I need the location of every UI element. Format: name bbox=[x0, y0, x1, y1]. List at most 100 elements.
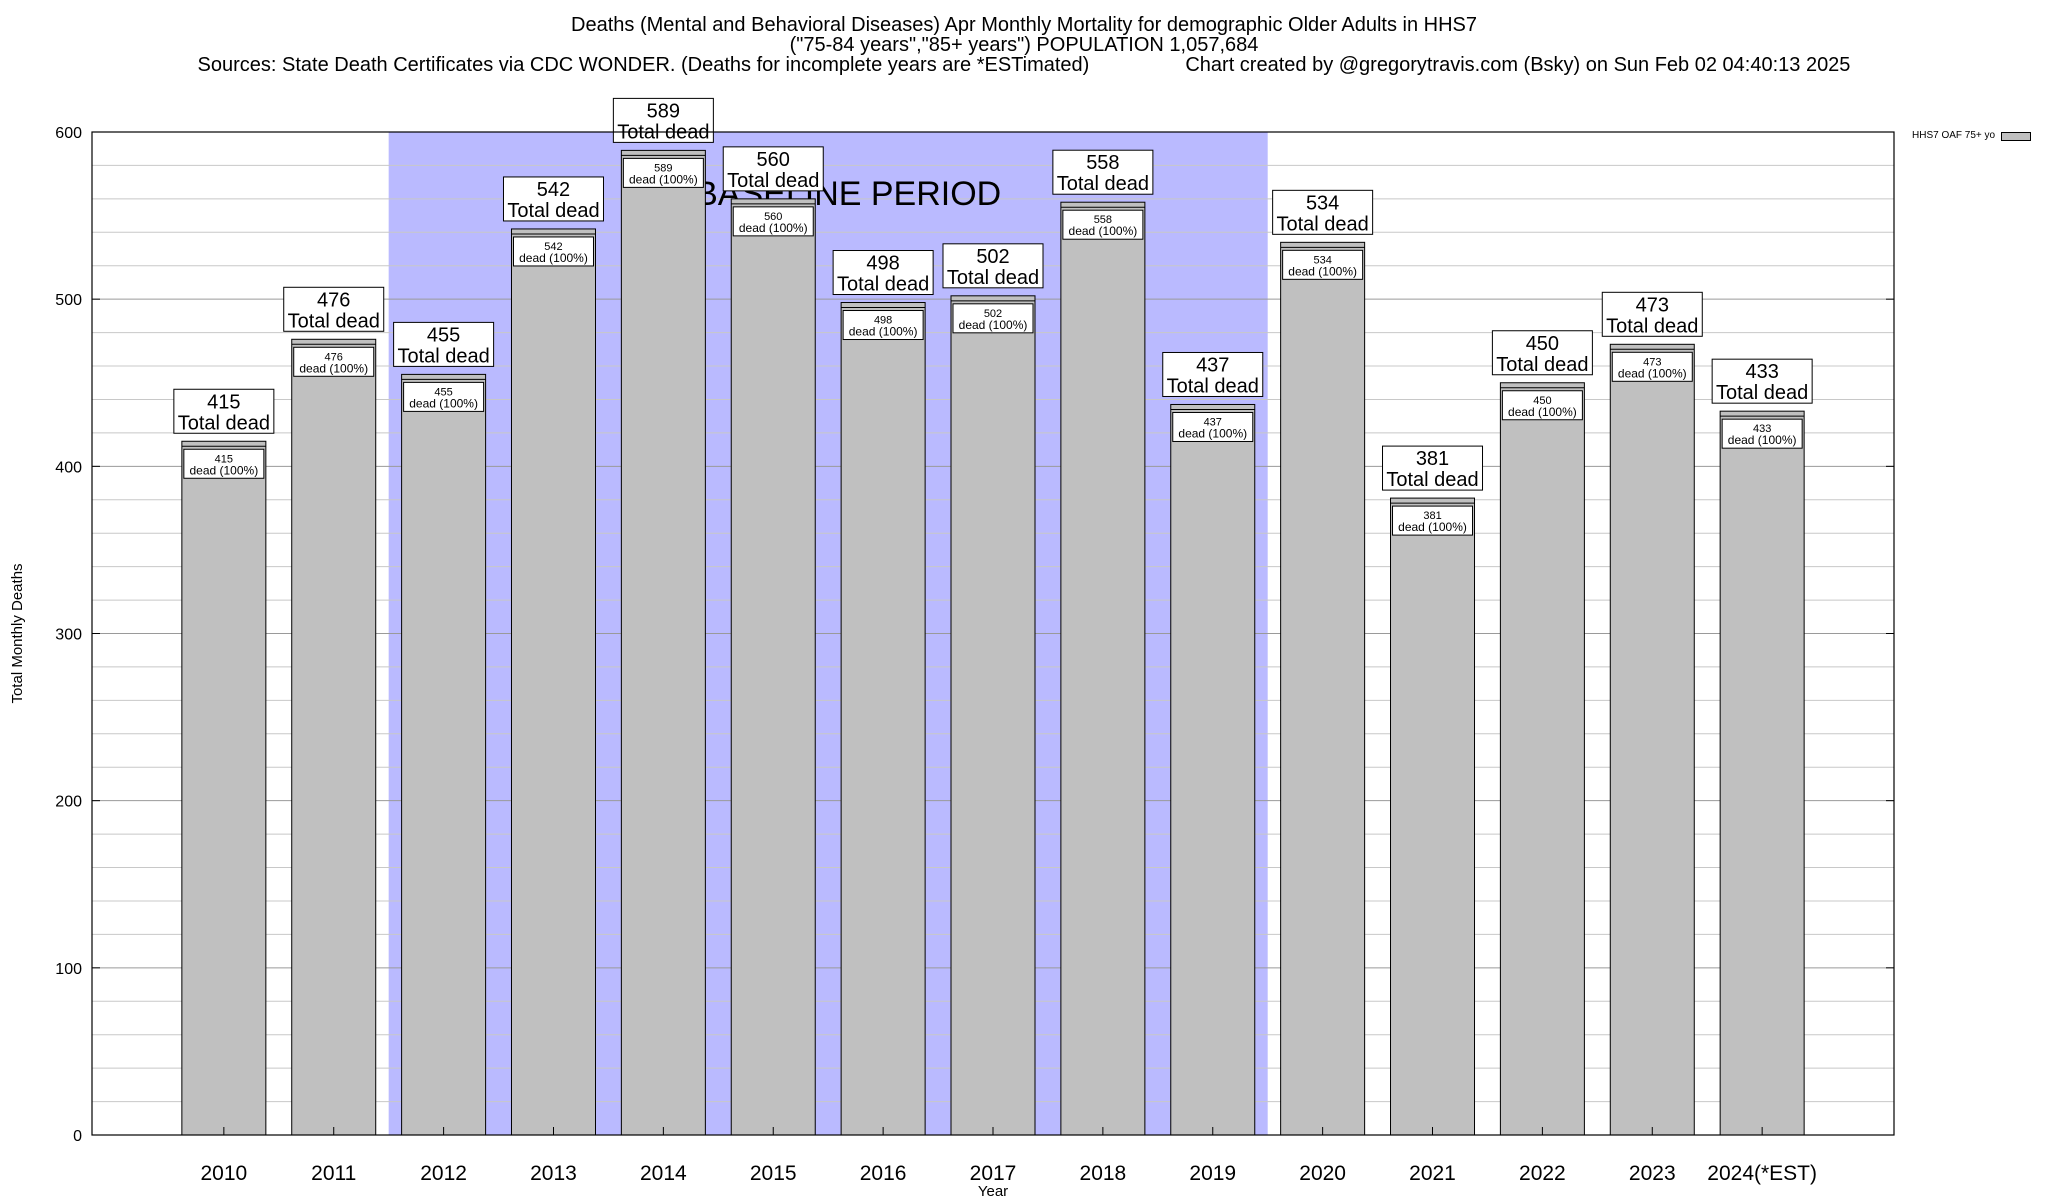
inner-percent-label: dead (100%) bbox=[1288, 264, 1357, 278]
legend-label: HHS7 OAF 75+ yo bbox=[1912, 130, 1996, 141]
inner-percent-label: dead (100%) bbox=[959, 318, 1028, 332]
x-tick-label: 2011 bbox=[311, 1162, 356, 1185]
y-tick-label: 400 bbox=[55, 459, 82, 476]
inner-label-box bbox=[1611, 351, 1693, 382]
chart-sources-line: Sources: State Death Certificates via CD… bbox=[0, 54, 2048, 76]
inner-value-label: 560 bbox=[764, 211, 782, 223]
inner-label-box bbox=[1501, 390, 1583, 421]
total-dead-label: Total dead bbox=[1606, 315, 1698, 337]
inner-label-box bbox=[183, 448, 265, 479]
x-tick-label: 2015 bbox=[750, 1162, 797, 1185]
total-value-label: 589 bbox=[647, 100, 680, 122]
x-tick-label: 2012 bbox=[420, 1162, 467, 1185]
inner-percent-label: dead (100%) bbox=[1618, 366, 1687, 380]
inner-value-label: 437 bbox=[1204, 416, 1222, 428]
inner-percent-label: dead (100%) bbox=[1069, 224, 1138, 238]
inner-value-label: 450 bbox=[1533, 395, 1551, 407]
chart-credit: Chart created by @gregorytravis.com (Bsk… bbox=[1185, 54, 1851, 76]
inner-percent-label: dead (100%) bbox=[1728, 433, 1797, 447]
bar bbox=[730, 198, 816, 1136]
total-dead-label: Total dead bbox=[397, 345, 489, 367]
legend: HHS7 OAF 75+ yo bbox=[1912, 130, 2032, 142]
bar bbox=[840, 302, 926, 1136]
bar bbox=[181, 440, 267, 1136]
inner-label-box bbox=[512, 236, 594, 267]
total-value-label: 542 bbox=[537, 179, 570, 201]
inner-value-label: 381 bbox=[1423, 510, 1441, 522]
inner-value-label: 558 bbox=[1094, 214, 1112, 226]
inner-label-box bbox=[1172, 411, 1254, 442]
y-tick-label: 100 bbox=[55, 961, 82, 978]
total-value-label: 534 bbox=[1306, 192, 1339, 214]
total-label-box bbox=[502, 176, 604, 222]
y-tick-label: 300 bbox=[55, 627, 82, 644]
inner-value-label: 542 bbox=[544, 241, 562, 253]
inner-value-label: 455 bbox=[434, 386, 452, 398]
total-dead-label: Total dead bbox=[1386, 469, 1478, 491]
total-label-box bbox=[1711, 358, 1813, 404]
y-axis-label: Total Monthly Deaths bbox=[9, 563, 26, 703]
total-value-label: 381 bbox=[1416, 448, 1449, 470]
x-tick-label: 2013 bbox=[530, 1162, 577, 1185]
x-tick-label: 2019 bbox=[1189, 1162, 1236, 1185]
bar bbox=[1609, 343, 1695, 1136]
inner-percent-label: dead (100%) bbox=[189, 463, 258, 477]
bar bbox=[1170, 403, 1256, 1136]
chart-sources: Sources: State Death Certificates via CD… bbox=[197, 54, 1090, 76]
x-tick-label: 2021 bbox=[1409, 1162, 1456, 1185]
total-label-box bbox=[942, 243, 1044, 289]
inner-percent-label: dead (100%) bbox=[1178, 426, 1247, 440]
bar bbox=[1499, 382, 1585, 1136]
inner-label-box bbox=[952, 303, 1034, 334]
inner-label-box bbox=[293, 346, 375, 377]
inner-label-box bbox=[1062, 209, 1144, 240]
total-value-label: 455 bbox=[427, 324, 460, 346]
x-tick-label: 2018 bbox=[1080, 1162, 1127, 1185]
inner-value-label: 589 bbox=[654, 162, 672, 174]
total-label-box bbox=[283, 286, 385, 332]
inner-value-label: 534 bbox=[1313, 254, 1331, 266]
x-tick-label: 2020 bbox=[1299, 1162, 1346, 1185]
bar bbox=[620, 149, 706, 1136]
total-label-box bbox=[393, 321, 495, 367]
total-value-label: 558 bbox=[1086, 152, 1119, 174]
inner-percent-label: dead (100%) bbox=[739, 221, 808, 235]
total-label-box bbox=[612, 97, 714, 143]
inner-value-label: 498 bbox=[874, 315, 892, 327]
x-tick-label: 2022 bbox=[1519, 1162, 1566, 1185]
inner-percent-label: dead (100%) bbox=[1398, 520, 1467, 534]
total-label-box bbox=[1382, 445, 1484, 491]
total-dead-label: Total dead bbox=[1496, 354, 1588, 376]
total-label-box bbox=[1162, 351, 1264, 397]
total-value-label: 502 bbox=[976, 246, 1009, 268]
inner-label-box bbox=[403, 381, 485, 412]
inner-label-box bbox=[1721, 418, 1803, 449]
bar bbox=[1719, 410, 1805, 1136]
inner-label-box bbox=[622, 157, 704, 188]
total-value-label: 433 bbox=[1745, 361, 1778, 383]
total-value-label: 560 bbox=[757, 149, 790, 171]
inner-label-box bbox=[732, 206, 814, 237]
total-label-box bbox=[173, 388, 275, 434]
total-label-box bbox=[832, 250, 934, 296]
inner-value-label: 415 bbox=[215, 453, 233, 465]
total-value-label: 476 bbox=[317, 289, 350, 311]
inner-percent-label: dead (100%) bbox=[629, 172, 698, 186]
bar bbox=[510, 228, 596, 1136]
bar bbox=[1390, 497, 1476, 1136]
total-value-label: 450 bbox=[1526, 333, 1559, 355]
total-dead-label: Total dead bbox=[288, 310, 380, 332]
inner-percent-label: dead (100%) bbox=[409, 396, 478, 410]
x-axis-label: Year bbox=[978, 1183, 1008, 1200]
total-value-label: 415 bbox=[207, 391, 240, 413]
y-tick-label: 500 bbox=[55, 292, 82, 309]
total-value-label: 437 bbox=[1196, 354, 1229, 376]
legend-swatch bbox=[2001, 131, 2032, 141]
total-label-box bbox=[1272, 189, 1374, 235]
total-dead-label: Total dead bbox=[837, 274, 929, 296]
bar bbox=[1060, 201, 1146, 1136]
inner-label-box bbox=[1282, 249, 1364, 280]
x-tick-label: 2016 bbox=[860, 1162, 907, 1185]
total-dead-label: Total dead bbox=[727, 170, 819, 192]
total-dead-label: Total dead bbox=[1276, 213, 1368, 235]
